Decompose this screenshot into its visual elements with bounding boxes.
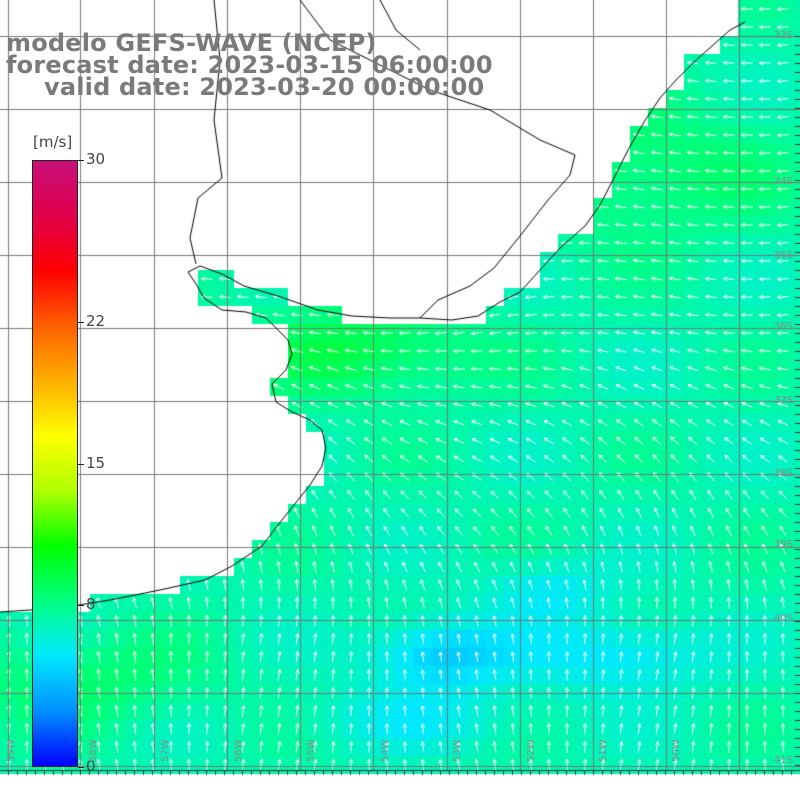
latitude-label: 36S: [774, 321, 794, 332]
colorbar-tick-label: 15: [86, 453, 106, 472]
longitude-label: 54W: [380, 739, 391, 762]
latitude-label: 33S: [774, 30, 794, 41]
latitude-label: 39S: [774, 539, 794, 550]
latitude-label: 34S: [774, 176, 794, 187]
forecast-date: forecast date: 2023-03-15 06:00:00: [6, 51, 493, 79]
colorbar-unit: [m/s]: [33, 133, 73, 151]
colorbar-tick-label: 8: [86, 595, 96, 614]
longitude-label: 55W: [306, 739, 317, 762]
latitude-label: 38S: [774, 468, 794, 479]
colorbar-scale: [32, 160, 78, 767]
longitude-label: 52W: [526, 739, 537, 762]
colorbar-tick-mark: [78, 160, 84, 161]
colorbar-tick-mark: [78, 605, 84, 607]
valid-date: valid date: 2023-03-20 00:00:00: [44, 73, 485, 101]
latitude-label: 37S: [774, 395, 794, 406]
colorbar-tick-mark: [78, 321, 84, 323]
longitude-label: 53W: [452, 739, 463, 762]
colorbar-tick-label: 22: [86, 311, 106, 330]
longitude-label: 57W: [160, 739, 171, 762]
latitude-label: 40S: [774, 613, 794, 624]
colorbar-tick-label: 0: [86, 757, 96, 775]
longitude-label: 50W: [671, 739, 682, 762]
latitude-label: 35S: [774, 250, 794, 261]
longitude-label: 59W: [6, 739, 17, 762]
colorbar-tick-mark: [78, 463, 84, 465]
longitude-label: 58W: [88, 739, 99, 762]
colorbar-tick-label: 30: [86, 150, 106, 168]
longitude-label: 56W: [233, 739, 244, 762]
model-title: modelo GEFS-WAVE (NCEP): [6, 29, 377, 57]
colorbar-tick-mark: [78, 767, 84, 768]
longitude-label: 51W: [598, 739, 609, 762]
latitude-label: 41S: [774, 755, 794, 766]
